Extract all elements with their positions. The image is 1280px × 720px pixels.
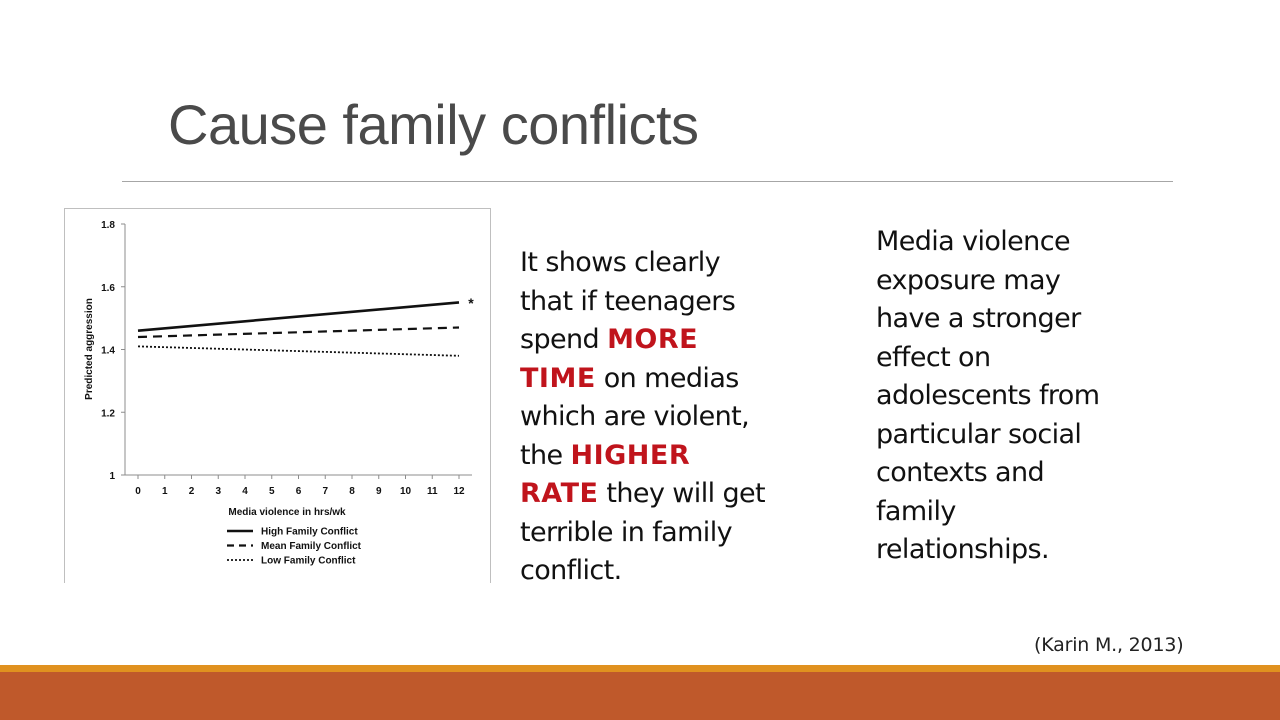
slide-title: Cause family conflicts xyxy=(168,93,699,156)
title-divider xyxy=(122,181,1173,182)
explanation-text: It shows clearly that if teenagers spend… xyxy=(520,244,770,591)
y-tick-label: 1.2 xyxy=(101,408,115,419)
explanation-part-3: they will get terrible in family conflic… xyxy=(520,478,766,586)
x-axis-label: Media violence in hrs/wk xyxy=(228,507,346,518)
citation: (Karin M., 2013) xyxy=(1034,634,1184,656)
legend-label: High Family Conflict xyxy=(261,527,358,538)
y-tick-label: 1 xyxy=(109,471,115,482)
accent-bar xyxy=(0,665,1280,672)
x-tick-label: 7 xyxy=(322,486,328,497)
series-line-dotted xyxy=(137,345,460,357)
explanation-part-1: It shows clearly that if teenagers spend xyxy=(520,247,736,355)
explanation-part-2: on medias which are violent, the xyxy=(520,362,750,471)
x-tick-label: 0 xyxy=(135,486,141,497)
media-violence-text: Media violence exposure may have a stron… xyxy=(876,226,1100,565)
x-tick-label: 2 xyxy=(189,486,195,497)
x-tick-label: 1 xyxy=(162,486,168,497)
x-tick-label: 10 xyxy=(400,486,412,497)
x-tick-label: 8 xyxy=(349,486,355,497)
x-tick-label: 3 xyxy=(215,486,221,497)
emphasis-more-time: more time xyxy=(520,324,699,394)
y-axis-label: Predicted aggression xyxy=(84,298,95,400)
chart-panel: 0 1 2 3 4 5 6 7 8 9 10 11 12 1 1.2 1.4 1.6 1.8 Predicted … xyxy=(64,208,491,583)
legend-label: Mean Family Conflict xyxy=(261,541,362,552)
x-tick-label: 6 xyxy=(296,486,302,497)
legend-label: Low Family Conflict xyxy=(261,556,356,567)
emphasis-higher-rate: higher rate xyxy=(520,439,691,510)
x-tick-label: 12 xyxy=(453,486,465,497)
y-tick-label: 1.6 xyxy=(101,283,115,294)
y-tick-label: 1.8 xyxy=(101,220,115,231)
footer-bar xyxy=(0,672,1280,720)
x-tick-label: 11 xyxy=(427,486,438,497)
x-tick-label: 4 xyxy=(242,486,248,497)
x-tick-label: 5 xyxy=(269,486,275,497)
series-line-dashed xyxy=(137,326,460,339)
y-tick-label: 1.4 xyxy=(101,346,115,357)
x-tick-label: 9 xyxy=(376,486,382,497)
significance-asterisk: * xyxy=(468,295,474,311)
series-line-solid xyxy=(137,301,460,332)
